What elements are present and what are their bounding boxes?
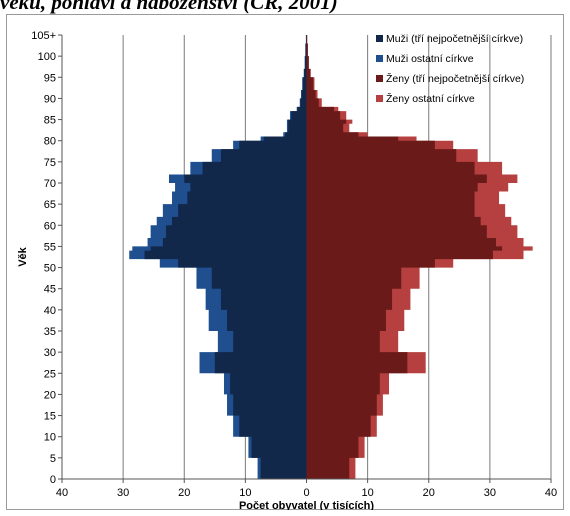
y-tick-label-2: 10 [44,432,56,444]
y-tick-label-16: 80 [44,136,56,148]
y-tick-label-10: 50 [44,263,56,275]
heading-text: věku, pohlaví a náboženství (ČR, 2001) [0,0,338,14]
y-tick-label-17: 85 [44,115,56,127]
x-tick-label-0: 40 [56,487,68,499]
y-tick-label-5: 25 [44,368,56,380]
population-pyramid-chart: 40 30 20 10 0 10 20 30 4005101520253035404550556… [6,14,564,512]
y-tick-label-4: 20 [44,389,56,401]
y-tick-label-8: 40 [44,305,56,317]
x-tick-label-5: 10 [362,487,374,499]
x-tick-label-7: 30 [484,487,496,499]
y-tick-label-3: 15 [44,411,56,423]
axis-layer: 40 30 20 10 0 10 20 30 4005101520253035404550556… [17,30,557,512]
legend-swatch-0 [376,35,383,42]
series-area-0 [144,35,307,479]
x-tick-label-2: 20 [178,487,190,499]
y-tick-label-0: 0 [50,474,56,486]
y-tick-label-12: 60 [44,220,56,232]
y-tick-label-14: 70 [44,178,56,190]
x-tick-label-6: 20 [423,487,435,499]
y-tick-label-19: 95 [44,72,56,84]
y-tick-label-7: 35 [44,326,56,338]
legend-label-2: Ženy (tří nejpočetnější církve) [386,72,524,85]
x-axis-label: Počet obyvatel (v tisících) [239,500,374,510]
legend-label-0: Muži (tří nejpočetnější církve) [386,33,523,45]
legend-swatch-2 [376,75,383,82]
legend-swatch-3 [376,95,383,102]
y-tick-label-21: 105+ [31,30,56,42]
legend-swatch-1 [376,55,383,62]
y-tick-label-1: 5 [50,453,56,465]
x-tick-label-1: 30 [117,487,129,499]
y-tick-label-6: 30 [44,347,56,359]
y-tick-label-18: 90 [44,93,56,105]
x-tick-label-3: 10 [239,487,251,499]
series-layer [129,35,533,479]
legend-label-1: Muži ostatní církve [386,53,474,65]
series-area-2 [306,35,503,479]
y-tick-label-9: 45 [44,284,56,296]
y-axis-label: Věk [17,246,29,266]
x-tick-label-4: 0 [303,487,309,499]
y-tick-label-13: 65 [44,199,56,211]
y-tick-label-20: 100 [38,51,56,63]
chart-frame: 40 30 20 10 0 10 20 30 40 0 5 10 15 20 25 30 35 40 45 50 55 6… [6,14,564,512]
x-tick-label-8: 40 [545,487,557,499]
legend-label-3: Ženy ostatní církve [386,92,475,105]
y-tick-label-15: 75 [44,157,56,169]
y-tick-label-11: 55 [44,241,56,253]
legend: Muži (tří nejpočetnější církve) Muži osta… [376,33,524,105]
heading-fragment: věku, pohlaví a náboženství (ČR, 2001) [0,0,570,14]
